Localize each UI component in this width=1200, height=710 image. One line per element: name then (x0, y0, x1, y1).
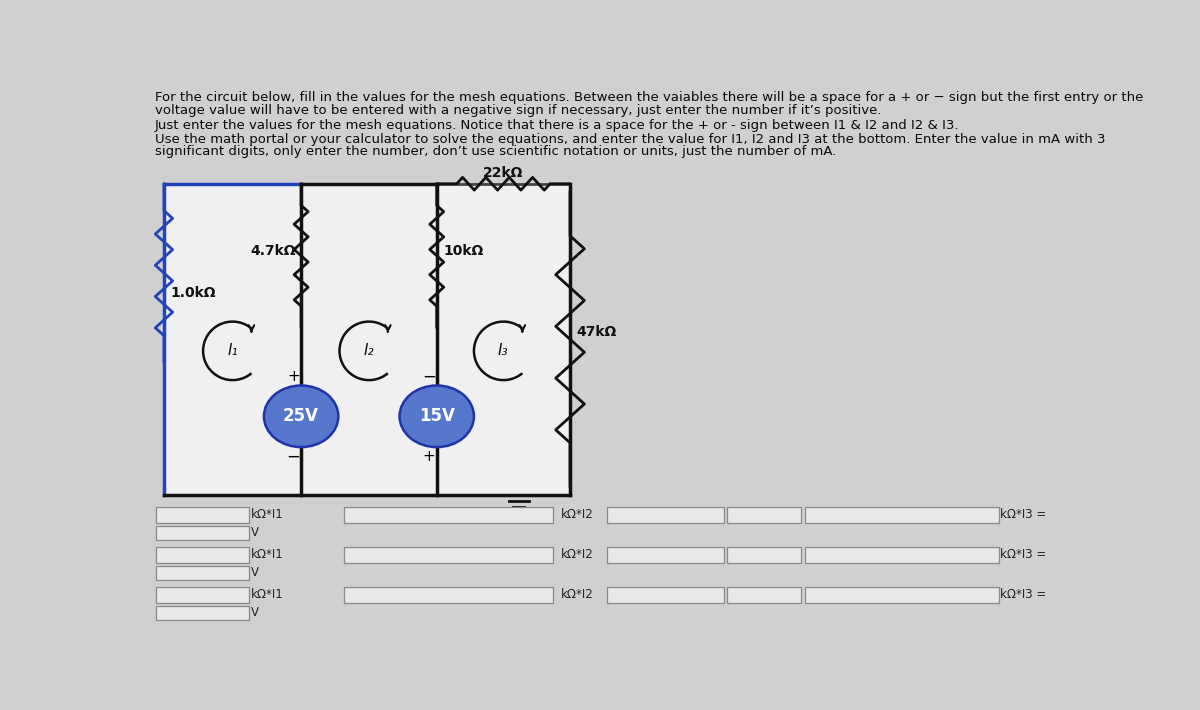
Text: 10kΩ: 10kΩ (443, 244, 484, 258)
Bar (805, 587, 998, 603)
Text: kΩ*I1: kΩ*I1 (251, 508, 283, 521)
Text: kΩ*I3 =: kΩ*I3 = (1000, 548, 1046, 562)
Text: kΩ*I2: kΩ*I2 (560, 548, 594, 562)
Text: −: − (422, 367, 436, 386)
Bar (156, 547, 250, 562)
Text: kΩ*I1: kΩ*I1 (251, 589, 283, 601)
Text: V: V (251, 606, 259, 619)
Bar (156, 606, 250, 620)
Text: −: − (287, 447, 300, 465)
Bar (727, 507, 802, 523)
Bar (156, 525, 250, 540)
Text: 1.0kΩ: 1.0kΩ (170, 286, 216, 300)
Text: kΩ*I3 =: kΩ*I3 = (1000, 589, 1046, 601)
Bar (727, 587, 802, 603)
Bar (164, 184, 570, 495)
Bar (343, 547, 553, 562)
Text: For the circuit below, fill in the values for the mesh equations. Between the va: For the circuit below, fill in the value… (155, 92, 1144, 104)
Bar (607, 507, 724, 523)
Text: Use the math portal or your calculator to solve the equations, and enter the val: Use the math portal or your calculator t… (155, 133, 1105, 146)
Bar (343, 587, 553, 603)
Text: +: + (422, 449, 436, 464)
Text: 25V: 25V (283, 408, 319, 425)
Bar (727, 547, 802, 562)
Bar (156, 587, 250, 603)
Text: Just enter the values for the mesh equations. Notice that there is a space for t: Just enter the values for the mesh equat… (155, 119, 959, 132)
Bar (805, 507, 998, 523)
Text: 22kΩ: 22kΩ (484, 166, 523, 180)
Text: I₁: I₁ (227, 344, 238, 359)
Text: I₂: I₂ (364, 344, 374, 359)
Text: 47kΩ: 47kΩ (576, 324, 617, 339)
Ellipse shape (400, 386, 474, 447)
Bar (343, 507, 553, 523)
Bar (156, 566, 250, 579)
Text: kΩ*I3 =: kΩ*I3 = (1000, 508, 1046, 521)
Bar (607, 547, 724, 562)
Text: kΩ*I2: kΩ*I2 (560, 508, 594, 521)
Bar (805, 547, 998, 562)
Ellipse shape (264, 386, 338, 447)
Text: +: + (287, 368, 300, 384)
Text: significant digits, only enter the number, don’t use scientific notation or unit: significant digits, only enter the numbe… (155, 146, 836, 158)
Text: I₃: I₃ (498, 344, 509, 359)
Text: 15V: 15V (419, 408, 455, 425)
Text: V: V (251, 526, 259, 539)
Bar (607, 587, 724, 603)
Text: 4.7kΩ: 4.7kΩ (251, 244, 296, 258)
Text: kΩ*I1: kΩ*I1 (251, 548, 283, 562)
Text: V: V (251, 566, 259, 579)
Bar (156, 507, 250, 523)
Text: voltage value will have to be entered with a negative sign if necessary, just en: voltage value will have to be entered wi… (155, 104, 881, 116)
Text: kΩ*I2: kΩ*I2 (560, 589, 594, 601)
